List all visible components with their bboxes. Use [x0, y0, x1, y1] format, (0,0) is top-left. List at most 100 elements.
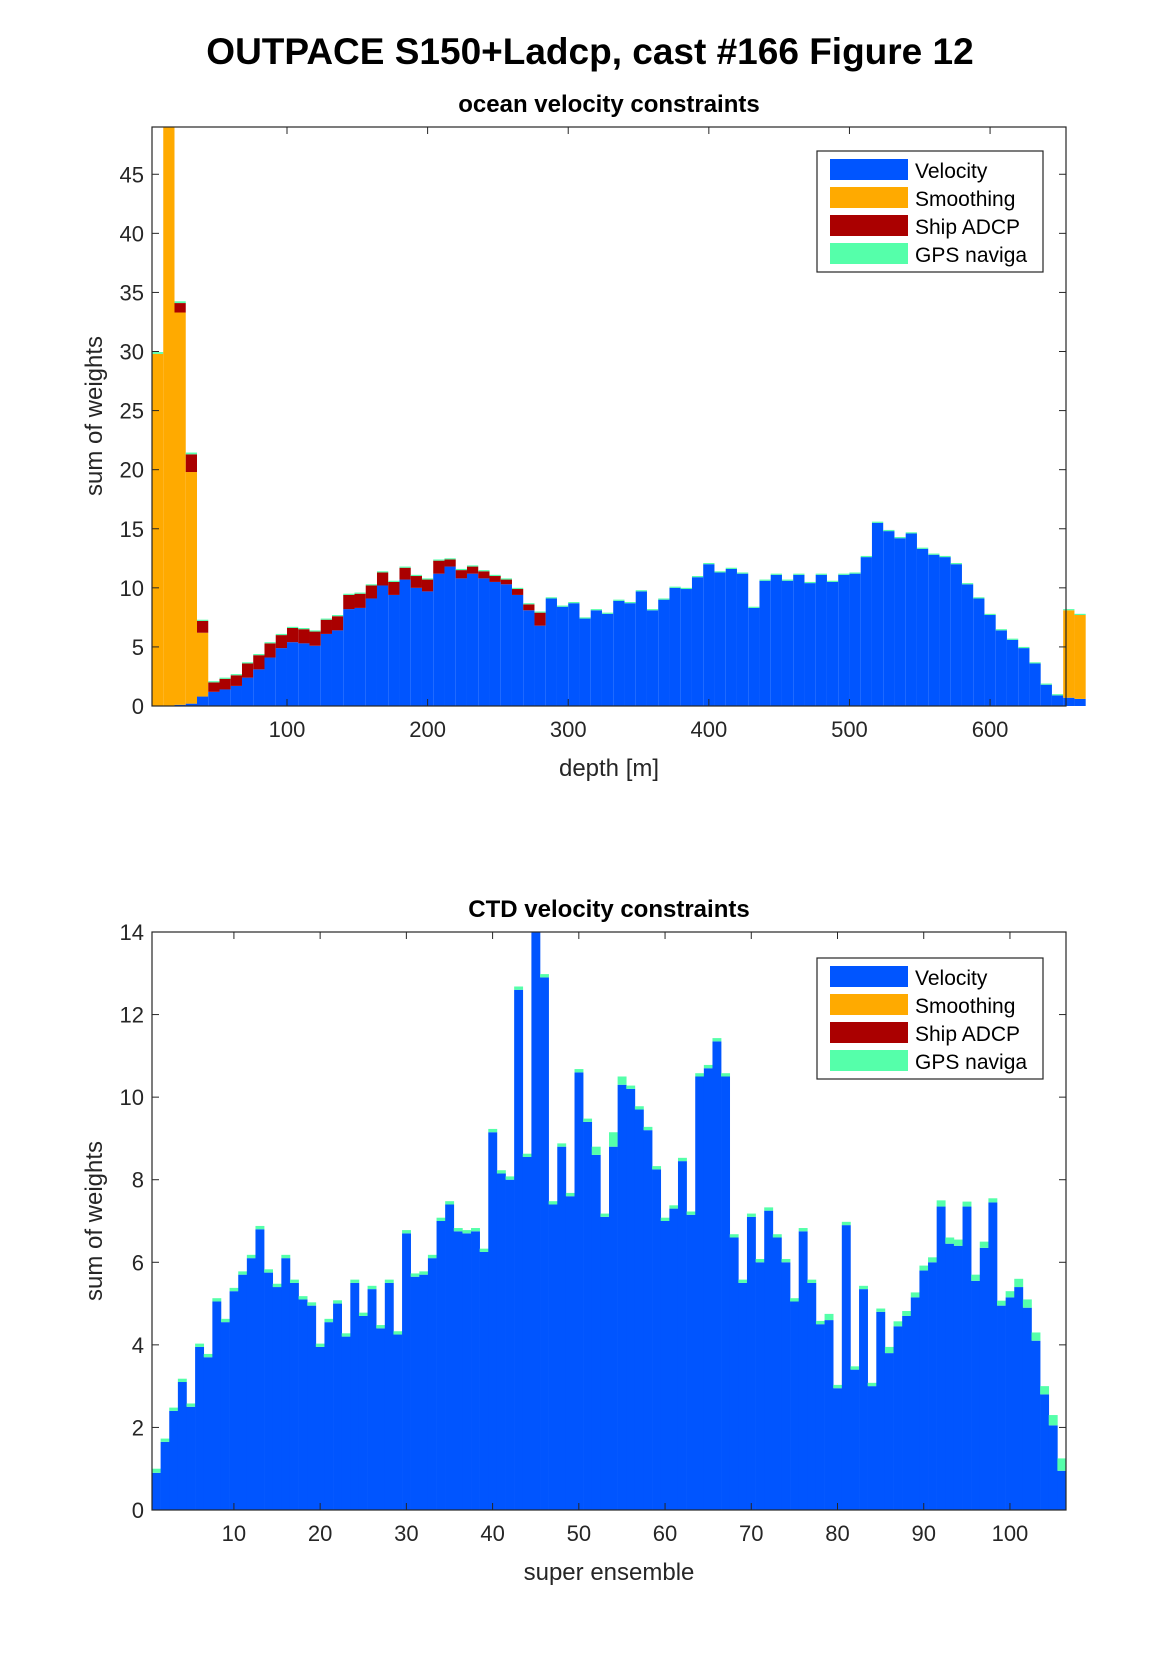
ctd-bar-velocity — [1022, 1307, 1032, 1510]
ocean-velocity-ytick-label: 15 — [120, 517, 144, 542]
ctd-bar-velocity — [548, 1204, 558, 1510]
ctd-bar-velocity — [264, 1272, 274, 1510]
ocean-bar-gps — [376, 571, 389, 573]
ctd-velocity-xtick-label: 10 — [222, 1521, 246, 1546]
ctd-bar-gps — [997, 1300, 1006, 1306]
ocean-bar-ship-adcp — [286, 628, 299, 643]
ctd-bar-velocity — [1014, 1287, 1024, 1510]
ocean-bar-velocity — [489, 581, 501, 706]
ocean-bar-gps — [253, 654, 265, 656]
ocean-bar-gps — [275, 633, 287, 636]
ocean-bar-gps — [781, 579, 794, 581]
ocean-bar-gps — [489, 574, 501, 577]
ctd-bar-gps — [462, 1230, 472, 1234]
ctd-bar-velocity — [393, 1334, 403, 1510]
ctd-bar-gps — [936, 1200, 946, 1207]
ocean-bar-ship-adcp — [399, 567, 411, 580]
ctd-bar-velocity — [410, 1276, 420, 1510]
ocean-bar-velocity — [838, 574, 850, 706]
ocean-bar-gps — [444, 558, 456, 560]
ctd-bar-gps — [859, 1285, 868, 1290]
ocean-bar-gps — [646, 609, 659, 611]
ocean-bar-gps — [624, 602, 636, 604]
ctd-bar-velocity — [945, 1243, 955, 1510]
ocean-bar-gps — [950, 563, 962, 565]
ocean-bar-velocity — [185, 703, 197, 706]
ocean-bar-ship-adcp — [174, 303, 186, 313]
ctd-bar-velocity — [902, 1315, 912, 1510]
ctd-bar-gps — [643, 1126, 653, 1131]
ctd-bar-velocity — [203, 1357, 213, 1510]
ocean-velocity-xtick-label: 300 — [550, 717, 587, 742]
ctd-bar-gps — [988, 1198, 998, 1203]
ocean-bar-gps — [1040, 683, 1052, 685]
ctd-bar-velocity — [531, 932, 541, 1510]
ocean-bar-velocity — [376, 585, 389, 706]
ctd-bar-velocity — [479, 1251, 489, 1510]
ocean-velocity-ytick-label: 25 — [120, 399, 144, 424]
ctd-velocity-xtick-label: 40 — [480, 1521, 504, 1546]
ocean-bar-velocity — [1006, 639, 1019, 706]
ocean-bar-velocity — [950, 564, 962, 706]
ocean-bar-velocity — [455, 578, 467, 706]
ocean-bar-velocity — [1063, 697, 1075, 706]
ocean-bar-velocity — [669, 587, 681, 706]
ctd-bar-gps — [1040, 1386, 1050, 1395]
ocean-bar-gps — [197, 619, 209, 621]
ocean-bar-velocity — [433, 573, 445, 706]
ctd-bar-velocity — [928, 1262, 937, 1510]
ocean-bar-ship-adcp — [298, 629, 310, 644]
ocean-bar-velocity — [534, 625, 546, 706]
ocean-bar-gps — [208, 681, 220, 683]
ocean-bar-velocity — [1074, 698, 1086, 706]
ctd-bar-velocity — [1005, 1297, 1015, 1510]
ocean-bar-gps — [613, 599, 625, 601]
ctd-bar-velocity — [341, 1336, 351, 1510]
ocean-bar-gps — [725, 567, 737, 569]
ctd-bar-gps — [341, 1333, 351, 1337]
ocean-bar-ship-adcp — [275, 635, 287, 649]
ocean-bar-gps — [995, 629, 1007, 631]
legend-swatch-ship-adcp — [830, 215, 908, 236]
ocean-bar-ship-adcp — [511, 589, 524, 595]
ctd-bar-velocity — [505, 1179, 515, 1510]
ctd-velocity-xtick-label: 100 — [992, 1521, 1029, 1546]
ctd-bar-gps — [591, 1146, 601, 1155]
ctd-bar-gps — [677, 1157, 687, 1162]
ctd-velocity-ytick-label: 12 — [120, 1003, 144, 1028]
ctd-bar-velocity — [695, 1076, 705, 1510]
ctd-bar-velocity — [220, 1322, 230, 1510]
ocean-bar-gps — [759, 579, 771, 581]
ctd-bar-velocity — [617, 1084, 627, 1510]
ocean-bar-velocity — [309, 645, 321, 706]
ctd-bar-gps — [815, 1320, 825, 1325]
ctd-bar-velocity — [841, 1225, 851, 1510]
ctd-bar-gps — [781, 1258, 791, 1263]
ctd-velocity-ytick-label: 2 — [132, 1415, 144, 1440]
ctd-bar-gps — [522, 1153, 532, 1157]
legend-label-gps: GPS naviga — [915, 244, 1027, 267]
ocean-bar-gps — [669, 586, 681, 588]
ctd-bar-velocity — [703, 1068, 713, 1510]
ctd-bar-velocity — [453, 1231, 463, 1510]
ocean-bar-gps — [230, 674, 242, 676]
ctd-bar-gps — [824, 1313, 834, 1321]
ocean-bar-velocity — [613, 600, 625, 706]
ocean-bar-velocity — [388, 594, 400, 706]
ctd-bar-gps — [609, 1132, 618, 1147]
ocean-bar-gps — [455, 568, 467, 571]
ocean-bar-gps — [590, 609, 602, 611]
ctd-bar-velocity — [496, 1173, 506, 1510]
ocean-bar-gps — [804, 581, 816, 584]
legend-swatch-ship-adcp — [830, 1022, 908, 1043]
ocean-bar-gps — [298, 628, 310, 630]
ctd-bar-velocity — [376, 1328, 386, 1510]
ctd-bar-velocity — [402, 1233, 411, 1510]
ocean-bar-gps — [568, 602, 580, 604]
ocean-velocity-ytick-label: 45 — [120, 162, 144, 187]
ocean-bar-velocity — [1040, 684, 1052, 706]
ctd-velocity-ytick-label: 6 — [132, 1250, 144, 1275]
ocean-bar-ship-adcp — [478, 571, 490, 579]
ocean-bar-gps — [241, 662, 254, 664]
ocean-bar-gps — [658, 598, 670, 600]
